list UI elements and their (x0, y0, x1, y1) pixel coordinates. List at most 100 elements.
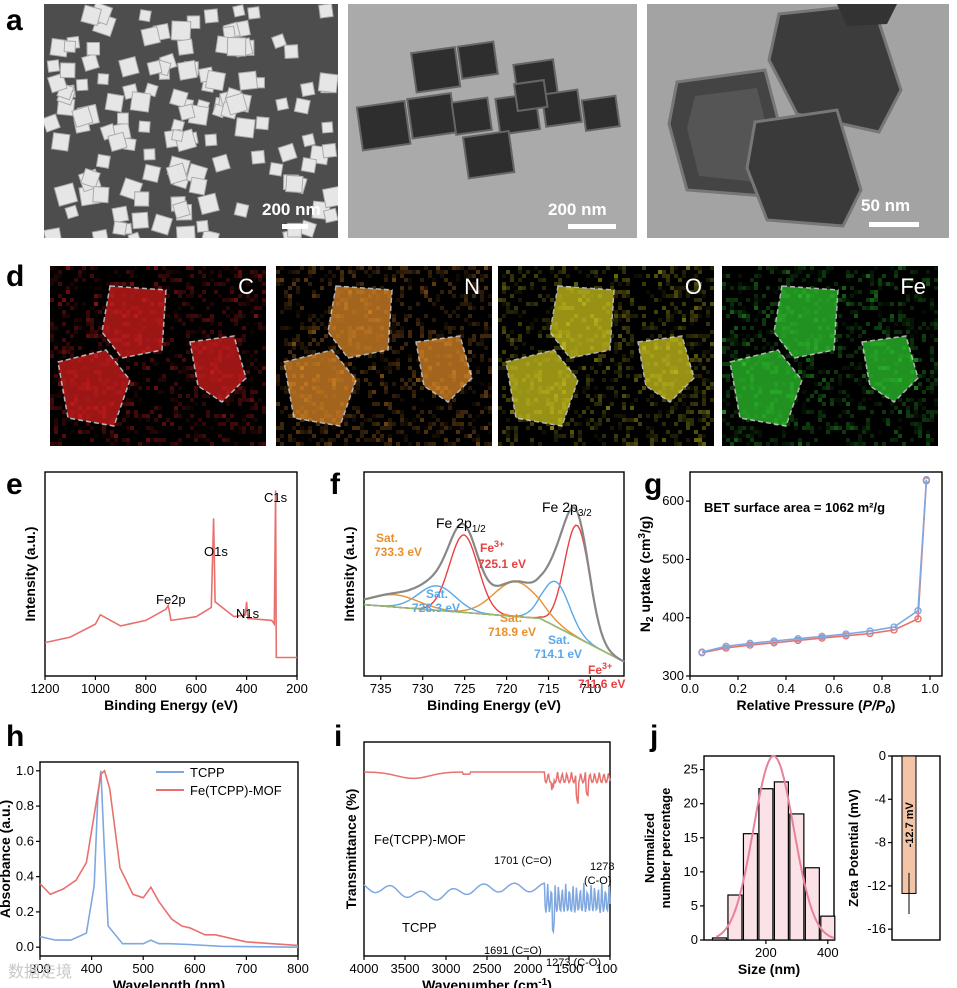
sem-particle (321, 121, 334, 134)
sem-particle (238, 70, 259, 91)
x-tick-label: 0.8 (873, 681, 891, 696)
eds-map-label: C (238, 274, 254, 299)
panel-label-g: g (644, 468, 663, 501)
sem-particle (118, 55, 140, 78)
isotherm-point (890, 623, 898, 631)
peak-annotation: Sat. (376, 531, 398, 545)
x-tick-label: 3000 (432, 961, 461, 976)
sem-particle (138, 8, 152, 23)
legend-label: TCPP (190, 765, 225, 780)
sem-particle (59, 62, 76, 79)
eds-map-pixels (722, 266, 938, 446)
eds-map-pixels (50, 266, 266, 446)
particle-outline (283, 349, 357, 427)
y-tick-label: 400 (662, 610, 684, 625)
eds-map-label: Fe (900, 274, 926, 299)
x-tick-label: 2000 (514, 961, 543, 976)
peak-annotation: Sat. (500, 611, 522, 625)
x-tick-label: 2500 (473, 961, 502, 976)
sem-particle (203, 8, 219, 24)
sem-particle (75, 78, 89, 92)
sem-particle (64, 204, 80, 220)
tem-particle (450, 96, 493, 136)
sem-particle (86, 41, 101, 56)
peak-annotation: 733.3 eV (374, 545, 422, 559)
x-tick-label: 1000 (596, 961, 618, 976)
x-tick-label: 200 (755, 945, 777, 960)
peak-annotation: 728.3 eV (412, 601, 460, 615)
eds-map-o: O (498, 266, 714, 446)
plot-frame (44, 471, 298, 677)
sem-particle (204, 69, 227, 92)
fit-peak (363, 581, 625, 663)
peak-annotation: 714.1 eV (534, 647, 582, 661)
sem-particle (232, 4, 246, 18)
x-tick-label: 800 (287, 961, 309, 976)
isotherm-point (794, 634, 802, 643)
x-tick-label: 730 (412, 681, 434, 696)
tem-particle (512, 78, 549, 113)
scalebar-c (869, 222, 919, 227)
plot-frame (689, 471, 943, 677)
tem-particle (456, 40, 499, 80)
x-axis-label: Relative Pressure (P/P0) (737, 697, 896, 716)
isotherm-point (866, 627, 874, 635)
sem-particle (169, 88, 189, 109)
panel-label-d: d (6, 260, 25, 293)
sem-particle (107, 131, 128, 152)
x-tick-label: 710 (580, 681, 602, 696)
plot-frame (363, 471, 625, 677)
tem-particle (461, 129, 516, 180)
x-tick-label: 720 (496, 681, 518, 696)
isotherm-point (914, 615, 922, 623)
envelope-line (363, 506, 625, 663)
sem-particle (46, 72, 68, 94)
x-tick-label: 1000 (81, 681, 110, 696)
sem-particle (71, 105, 94, 128)
sem-particle (271, 33, 287, 50)
tem-particles-high (647, 4, 949, 238)
sem-particle (176, 38, 194, 56)
x-tick-label: 400 (81, 961, 103, 976)
x-tick-label: 0.6 (825, 681, 843, 696)
tem-particle (580, 94, 621, 132)
particle-outline (729, 349, 803, 427)
isotherm-line (701, 480, 928, 654)
sem-particle (170, 20, 192, 41)
sem-particle (176, 59, 198, 81)
sem-particle (285, 174, 304, 194)
tem-image-high: 50 nm (647, 4, 949, 238)
particle-outline (101, 285, 167, 359)
size-bar (789, 813, 805, 941)
plot-frame (39, 761, 299, 957)
sem-particle (300, 81, 316, 98)
size-bar (804, 867, 820, 941)
sem-particle (140, 25, 161, 47)
isotherm-point (818, 632, 826, 641)
particle-outline (415, 335, 473, 403)
sem-particles (44, 4, 338, 238)
y-tick-label: 0.4 (16, 869, 34, 884)
isotherm-point (746, 639, 754, 648)
gaussian-fit (715, 754, 835, 939)
y-tick-label: 500 (662, 551, 684, 566)
watermark-text: 数据走境 (8, 962, 73, 981)
sem-particle (322, 207, 338, 224)
sem-particle (199, 229, 220, 238)
eds-map-pixels (276, 266, 492, 446)
eds-map-fe: Fe (722, 266, 938, 446)
bet-annotation: BET surface area = 1062 m²/g (704, 500, 885, 515)
sem-particle (104, 92, 125, 113)
annotation: O1s (204, 544, 228, 559)
isotherm-point (722, 642, 730, 650)
y-tick-label: 25 (684, 762, 698, 777)
x-tick-label: 1500 (555, 961, 584, 976)
sem-particle (143, 148, 156, 161)
size-bar (773, 781, 789, 941)
sem-particle (165, 162, 188, 185)
y-axis-label: Intensity (a.u.) (22, 527, 38, 622)
x-tick-label: 4000 (350, 961, 379, 976)
y-tick-label: 0.6 (16, 833, 34, 848)
x-tick-label: 200 (286, 681, 308, 696)
y-tick-label: -16 (867, 921, 886, 936)
